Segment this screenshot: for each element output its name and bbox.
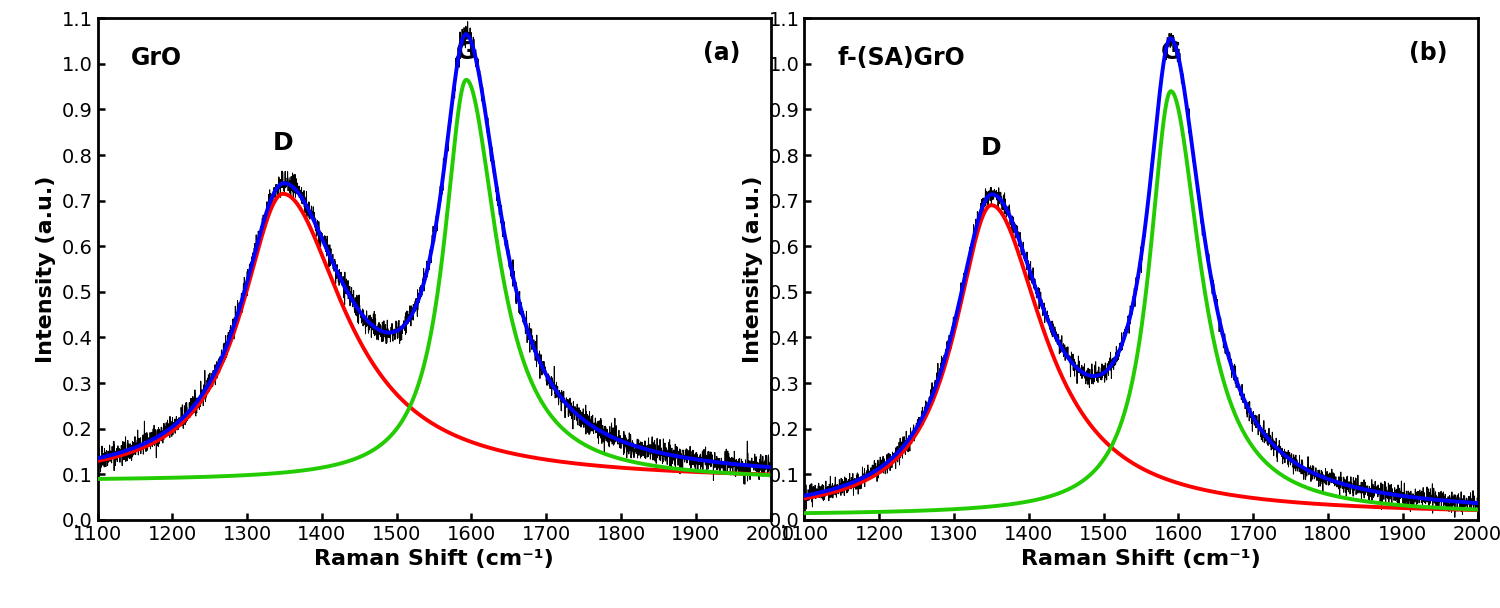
Text: D: D [981,136,1002,160]
X-axis label: Raman Shift (cm⁻¹): Raman Shift (cm⁻¹) [314,549,554,569]
Text: D: D [273,131,294,156]
Y-axis label: Intensity (a.u.): Intensity (a.u.) [742,175,764,363]
Y-axis label: Intensity (a.u.): Intensity (a.u.) [36,175,56,363]
X-axis label: Raman Shift (cm⁻¹): Raman Shift (cm⁻¹) [1022,549,1262,569]
Text: GrO: GrO [130,46,183,70]
Text: (b): (b) [1408,41,1448,65]
Text: f-(SA)GrO: f-(SA)GrO [839,46,966,70]
Text: (a): (a) [704,41,741,65]
Text: G: G [456,40,477,64]
Text: G: G [1161,40,1180,64]
